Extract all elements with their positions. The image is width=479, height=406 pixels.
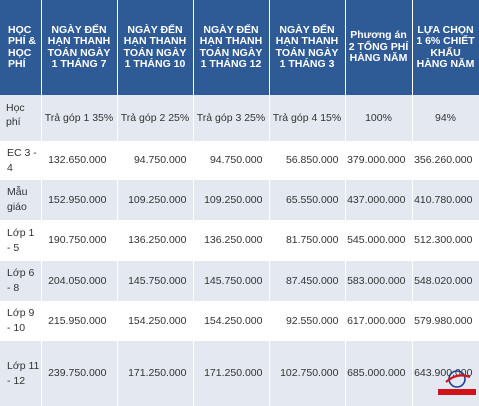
cell-installment-3: 136.250.000 [193, 220, 270, 261]
cell-discounted: 512.300.000 [412, 220, 479, 261]
subheader-installment-4: Trả góp 4 15% [269, 95, 346, 141]
cell-installment-4: 102.750.000 [269, 341, 346, 406]
cell-installment-2: 154.250.000 [117, 301, 194, 341]
header-installment-2-date: NGÀY ĐẾN HẠN THANH TOÁN NGÀY 1 THÁNG 10 [117, 0, 194, 95]
cell-discounted: 356.260.000 [412, 141, 479, 180]
subheader-row: Học phí Trả góp 1 35% Trả góp 2 25% Trả … [0, 95, 479, 141]
table-row: Mẫu giáo 152.950.000 109.250.000 109.250… [0, 180, 479, 220]
cell-total: 617.000.000 [345, 301, 413, 341]
table-row: Lớp 6 - 8 204.050.000 145.750.000 145.75… [0, 261, 479, 301]
cell-installment-2: 171.250.000 [117, 341, 194, 406]
cell-installment-4: 56.850.000 [269, 141, 346, 180]
row-label: EC 3 - 4 [0, 141, 42, 180]
cell-installment-1: 132.650.000 [41, 141, 118, 180]
subheader-installment-2: Trả góp 2 25% [117, 95, 194, 141]
subheader-installment-1: Trả góp 1 35% [41, 95, 118, 141]
cell-discounted: 579.980.000 [412, 301, 479, 341]
table-row: Lớp 11 - 12 239.750.000 171.250.000 171.… [0, 341, 479, 406]
cell-total: 545.000.000 [345, 220, 413, 261]
header-hoc-phi: HỌC PHÍ & HỌC PHÍ [0, 0, 42, 95]
cell-installment-3: 171.250.000 [193, 341, 270, 406]
cell-installment-3: 109.250.000 [193, 180, 270, 220]
cell-total: 437.000.000 [345, 180, 413, 220]
header-installment-1-date: NGÀY ĐẾN HẠN THANH TOÁN NGÀY 1 THÁNG 7 [41, 0, 118, 95]
header-option-1-discount: LỰA CHỌN 1 6% CHIẾT KHẤU HÀNG NĂM [412, 0, 479, 95]
cell-installment-2: 94.750.000 [117, 141, 194, 180]
cell-total: 583.000.000 [345, 261, 413, 301]
row-label: Mẫu giáo [0, 180, 42, 220]
row-label: Lớp 6 - 8 [0, 261, 42, 301]
logo-wordmark-bar [438, 389, 476, 395]
logo-swoosh-icon [445, 374, 471, 383]
cell-installment-2: 145.750.000 [117, 261, 194, 301]
cell-installment-1: 215.950.000 [41, 301, 118, 341]
cell-discounted: 548.020.000 [412, 261, 479, 301]
cell-installment-4: 87.450.000 [269, 261, 346, 301]
cell-total: 685.000.000 [345, 341, 413, 406]
table-row: EC 3 - 4 132.650.000 94.750.000 94.750.0… [0, 141, 479, 180]
subheader-label: Học phí [0, 95, 42, 141]
table-row: Lớp 1 - 5 190.750.000 136.250.000 136.25… [0, 220, 479, 261]
subheader-installment-3: Trả góp 3 25% [193, 95, 270, 141]
cell-discounted: 643.900.000 [412, 341, 479, 406]
cell-installment-3: 145.750.000 [193, 261, 270, 301]
hoithiensu-logo [438, 370, 476, 395]
cell-installment-2: 109.250.000 [117, 180, 194, 220]
cell-total: 379.000.000 [345, 141, 413, 180]
cell-installment-4: 92.550.000 [269, 301, 346, 341]
header-option-2-total: Phương án 2 TỔNG PHÍ HÀNG NĂM [345, 0, 413, 95]
row-label: Lớp 11 - 12 [0, 341, 42, 406]
cell-discounted: 410.780.000 [412, 180, 479, 220]
table-row: Lớp 9 - 10 215.950.000 154.250.000 154.2… [0, 301, 479, 341]
header-installment-4-date: NGÀY ĐẾN HẠN THANH TOÁN NGÀY 1 THÁNG 3 [269, 0, 346, 95]
cell-installment-4: 65.550.000 [269, 180, 346, 220]
header-row: HỌC PHÍ & HỌC PHÍ NGÀY ĐẾN HẠN THANH TOÁ… [0, 0, 479, 95]
cell-installment-1: 204.050.000 [41, 261, 118, 301]
subheader-total-percent: 100% [345, 95, 413, 141]
cell-installment-1: 239.750.000 [41, 341, 118, 406]
header-installment-3-date: NGÀY ĐẾN HẠN THANH TOÁN NGÀY 1 THÁNG 12 [193, 0, 270, 95]
cell-installment-2: 136.250.000 [117, 220, 194, 261]
cell-installment-3: 154.250.000 [193, 301, 270, 341]
cell-installment-4: 81.750.000 [269, 220, 346, 261]
row-label: Lớp 1 - 5 [0, 220, 42, 261]
row-label: Lớp 9 - 10 [0, 301, 42, 341]
cell-installment-1: 152.950.000 [41, 180, 118, 220]
cell-installment-1: 190.750.000 [41, 220, 118, 261]
subheader-discount-percent: 94% [412, 95, 479, 141]
cell-installment-3: 94.750.000 [193, 141, 270, 180]
